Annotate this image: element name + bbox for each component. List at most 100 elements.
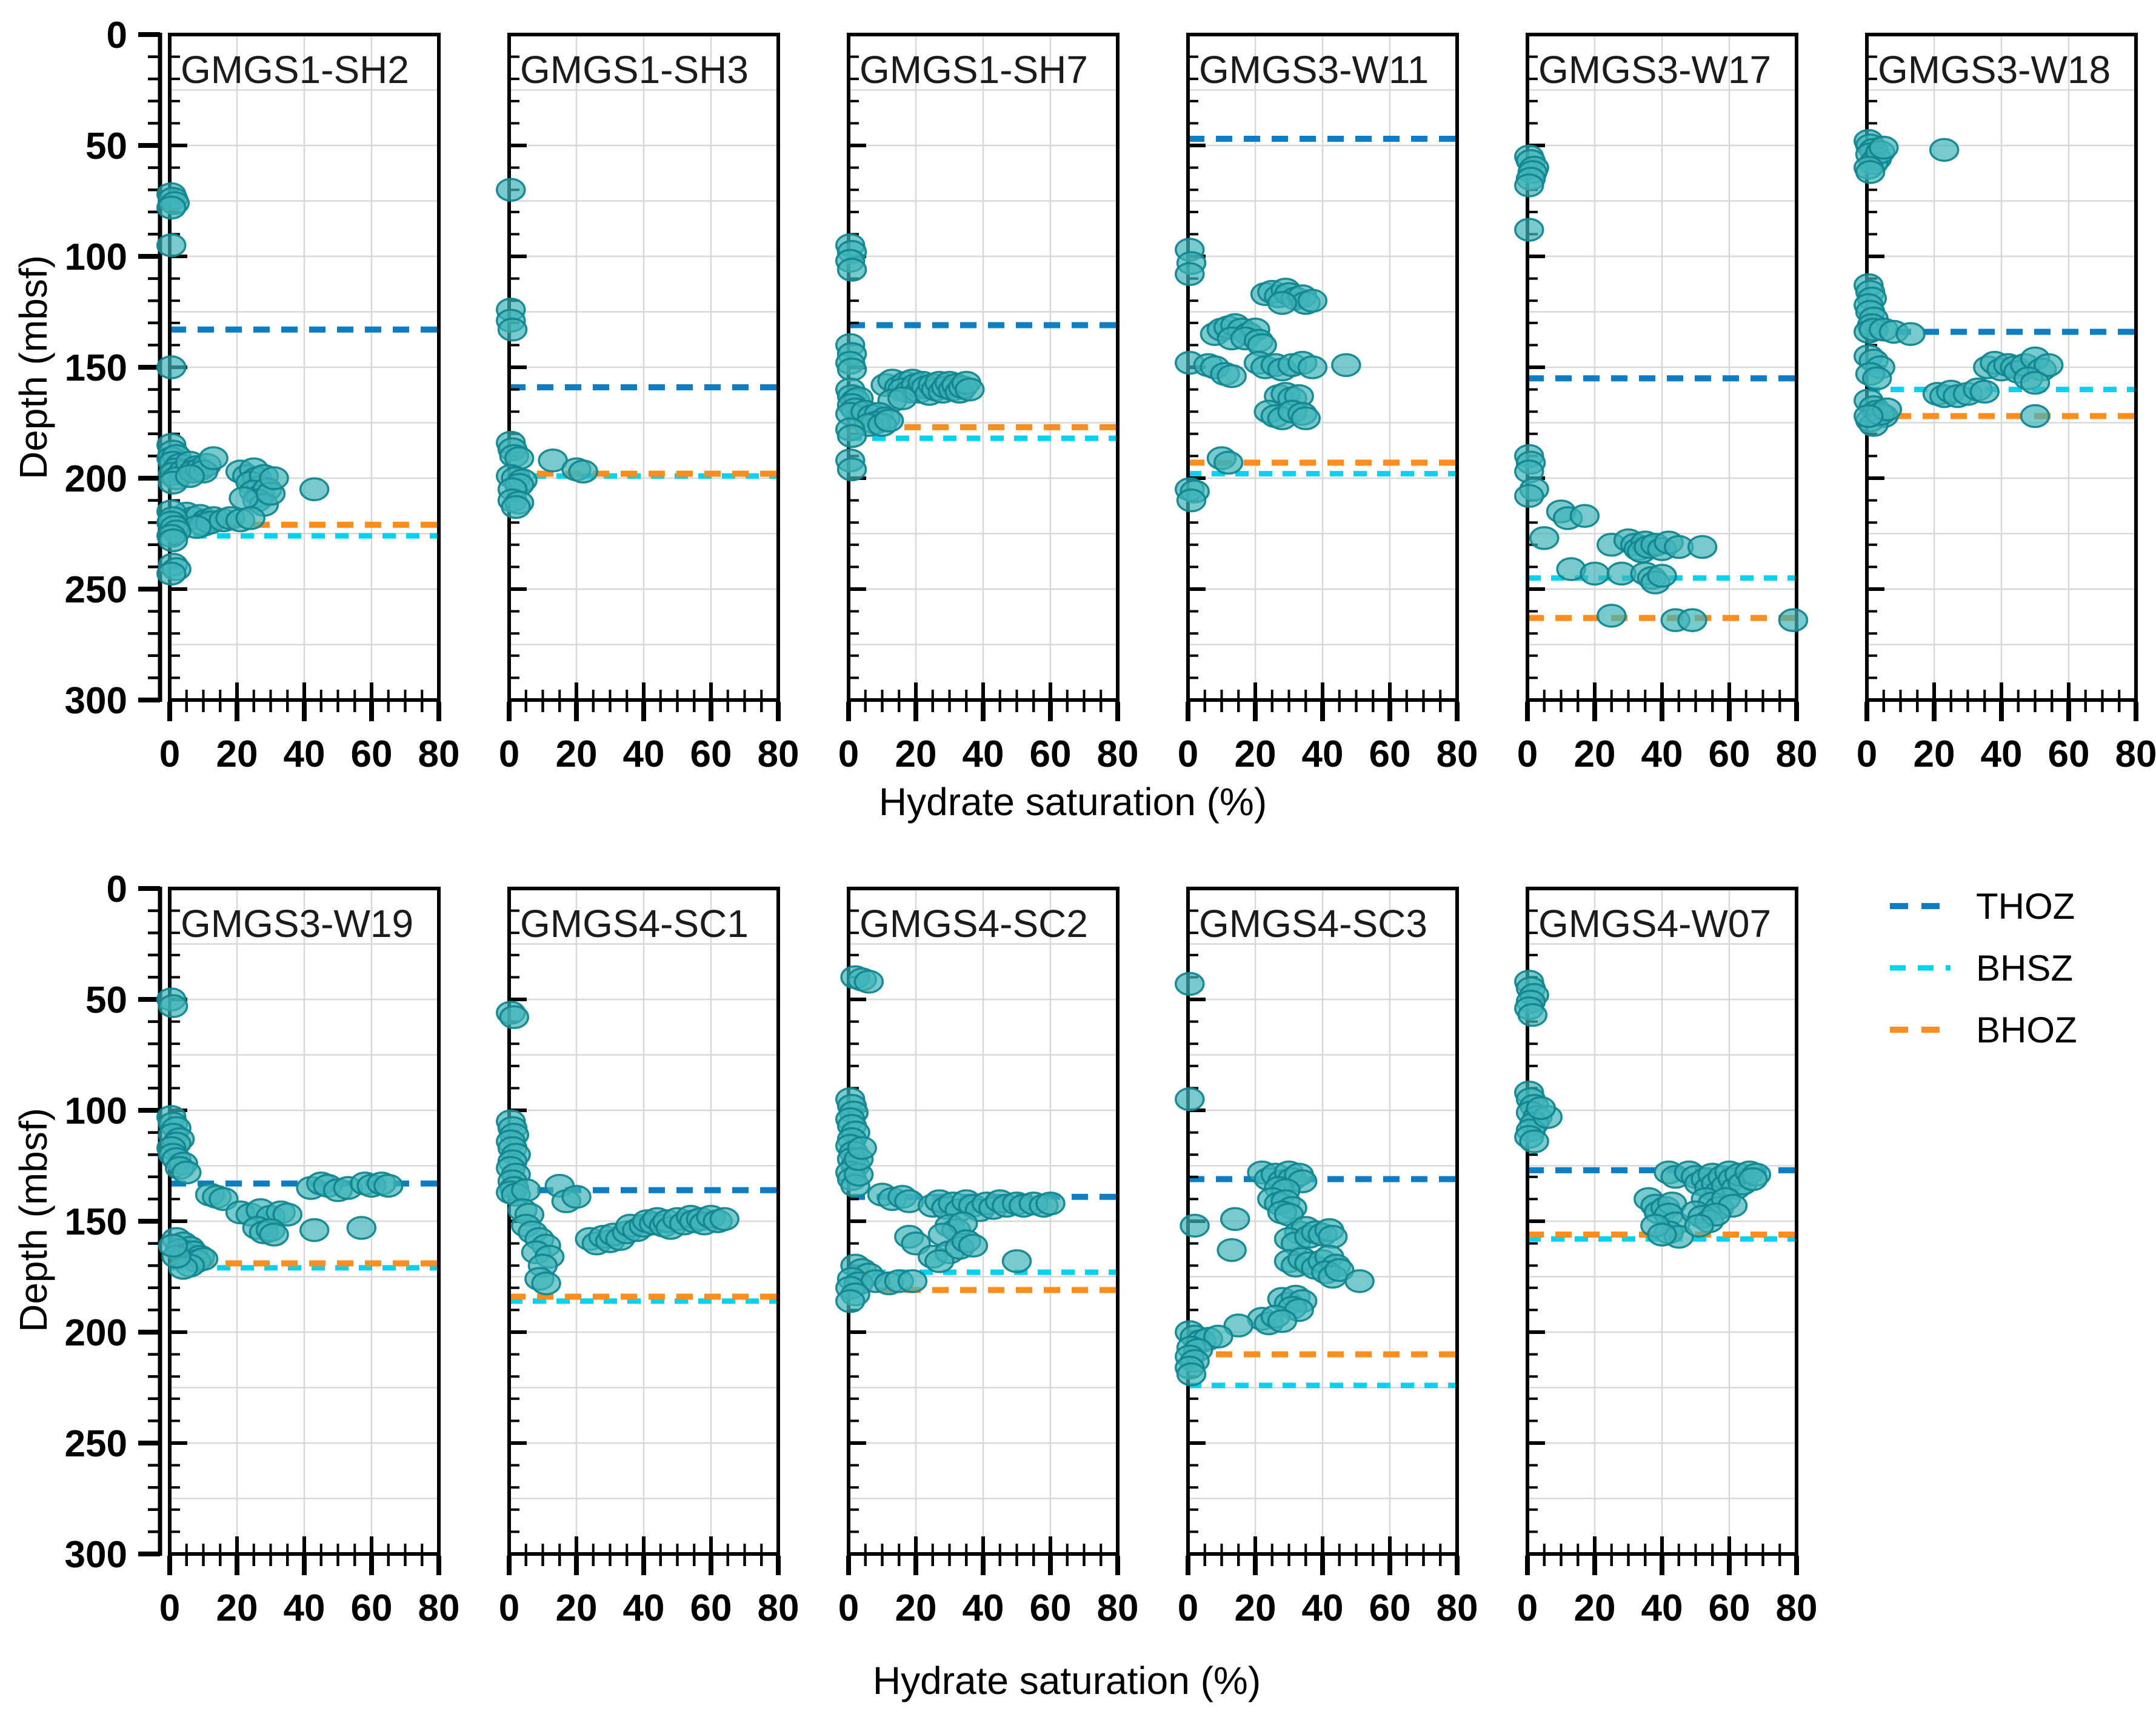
panel-frame <box>1526 887 1798 1556</box>
x-tick-label: 0 <box>159 1587 180 1629</box>
panel-frame <box>847 887 1120 1556</box>
legend: THOZ BHSZ BHOZ <box>1890 886 2077 1072</box>
x-tick-label: 0 <box>499 733 519 775</box>
data-point <box>1220 1207 1250 1232</box>
x-tick-label: 0 <box>1178 733 1198 775</box>
data-point <box>1217 364 1247 388</box>
x-tick-label: 20 <box>1914 733 1955 775</box>
data-point <box>272 1202 302 1227</box>
data-point <box>1217 1238 1247 1262</box>
panel-title: GMGS3-W17 <box>1538 48 1771 92</box>
x-tick-label: 40 <box>284 733 325 775</box>
y-tick-label: 250 <box>65 569 127 611</box>
data-point <box>1738 1167 1768 1192</box>
data-point <box>1514 484 1544 508</box>
x-tick-label: 20 <box>1574 733 1616 775</box>
x-tick-label: 0 <box>838 733 859 775</box>
x-tick-label: 60 <box>1030 733 1072 775</box>
data-point <box>158 528 189 553</box>
data-point <box>897 1269 928 1293</box>
panel-title: GMGS4-W07 <box>1538 902 1771 945</box>
data-point <box>158 1233 189 1258</box>
data-point <box>156 355 187 379</box>
x-tick-label: 80 <box>758 733 799 775</box>
panel-title: GMGS3-W11 <box>1199 48 1429 92</box>
x-tick-label: 20 <box>1235 1587 1277 1629</box>
data-point <box>1569 504 1600 528</box>
data-point <box>1175 972 1205 996</box>
panel-title: GMGS1-SH2 <box>181 48 409 92</box>
data-point <box>1929 138 1960 162</box>
data-point <box>1869 135 1899 160</box>
y-tick-label: 50 <box>85 125 127 167</box>
x-tick-label: 40 <box>1981 733 2023 775</box>
panel-GMGS1-SH3: 0 20 40 60 80 GMGS1-SH3 <box>496 33 799 775</box>
data-point <box>1529 526 1560 550</box>
data-point <box>1687 535 1718 559</box>
data-point <box>836 457 867 482</box>
panel-GMGS1-SH2: 0 20 40 60 80 0 50 100 150 200 250 300 GMGS1-SH2 <box>65 15 460 775</box>
data-point <box>501 495 531 519</box>
x-tick-label: 0 <box>1517 1587 1538 1629</box>
x-tick-label: 40 <box>284 1587 325 1629</box>
data-point <box>847 1136 877 1160</box>
data-point <box>156 561 187 586</box>
data-point <box>2033 353 2064 378</box>
data-point <box>235 506 265 530</box>
data-point <box>1001 1249 1032 1273</box>
x-tick-label: 80 <box>1776 1587 1818 1629</box>
data-point <box>1647 1222 1677 1247</box>
data-point <box>1854 404 1884 428</box>
data-point <box>1290 406 1321 430</box>
data-point <box>1344 1269 1375 1293</box>
panel-title: GMGS3-W18 <box>1878 48 2111 92</box>
data-point <box>561 1184 592 1209</box>
data-point <box>1514 218 1544 242</box>
x-tick-label: 80 <box>1437 1587 1478 1629</box>
data-point <box>836 424 867 448</box>
data-point <box>1035 1191 1066 1216</box>
x-tick-label: 60 <box>1030 1587 1072 1629</box>
y-tick-label: 250 <box>65 1423 127 1465</box>
x-tick-label: 80 <box>418 733 460 775</box>
data-point <box>2020 370 2051 395</box>
panel-title: GMGS4-SC2 <box>859 902 1088 945</box>
data-point <box>709 1207 739 1232</box>
data-point <box>259 1222 289 1247</box>
data-point <box>198 446 229 470</box>
data-point <box>158 994 189 1018</box>
x-tick-label: 20 <box>556 1587 598 1629</box>
data-point <box>1514 173 1544 198</box>
data-point <box>958 1233 989 1258</box>
data-point <box>1317 1224 1348 1249</box>
x-tick-label: 80 <box>1437 733 1478 775</box>
data-point <box>836 258 867 282</box>
data-point <box>497 318 528 342</box>
data-point <box>1213 450 1244 475</box>
y-tick-label: 0 <box>107 15 127 56</box>
x-tick-label: 40 <box>963 1587 1004 1629</box>
panel-GMGS4-SC2: 0 20 40 60 80 GMGS4-SC2 <box>835 887 1138 1629</box>
data-point <box>836 357 867 382</box>
panel-title: GMGS1-SH3 <box>520 48 749 92</box>
x-tick-label: 20 <box>1235 733 1277 775</box>
data-point <box>1526 1096 1556 1121</box>
x-tick-label: 40 <box>1641 733 1683 775</box>
panel-GMGS3-W18: 0 20 40 60 80 GMGS3-W18 <box>1854 33 2156 775</box>
y-tick-label: 200 <box>65 458 127 500</box>
panel-GMGS4-SC1: 0 20 40 60 80 GMGS4-SC1 <box>496 887 799 1629</box>
x-tick-label: 40 <box>1302 733 1344 775</box>
x-tick-label: 60 <box>690 1587 732 1629</box>
x-tick-label: 60 <box>1369 1587 1411 1629</box>
panel-GMGS1-SH7: 0 20 40 60 80 GMGS1-SH7 <box>835 33 1138 775</box>
data-point <box>299 477 330 502</box>
y-tick-label: 200 <box>65 1312 127 1354</box>
x-tick-label: 60 <box>690 733 732 775</box>
x-tick-label: 20 <box>556 733 598 775</box>
data-point <box>1855 160 1886 184</box>
data-point <box>1861 366 1892 391</box>
panel-title: GMGS4-SC1 <box>520 902 749 945</box>
y-tick-label: 50 <box>85 979 127 1021</box>
